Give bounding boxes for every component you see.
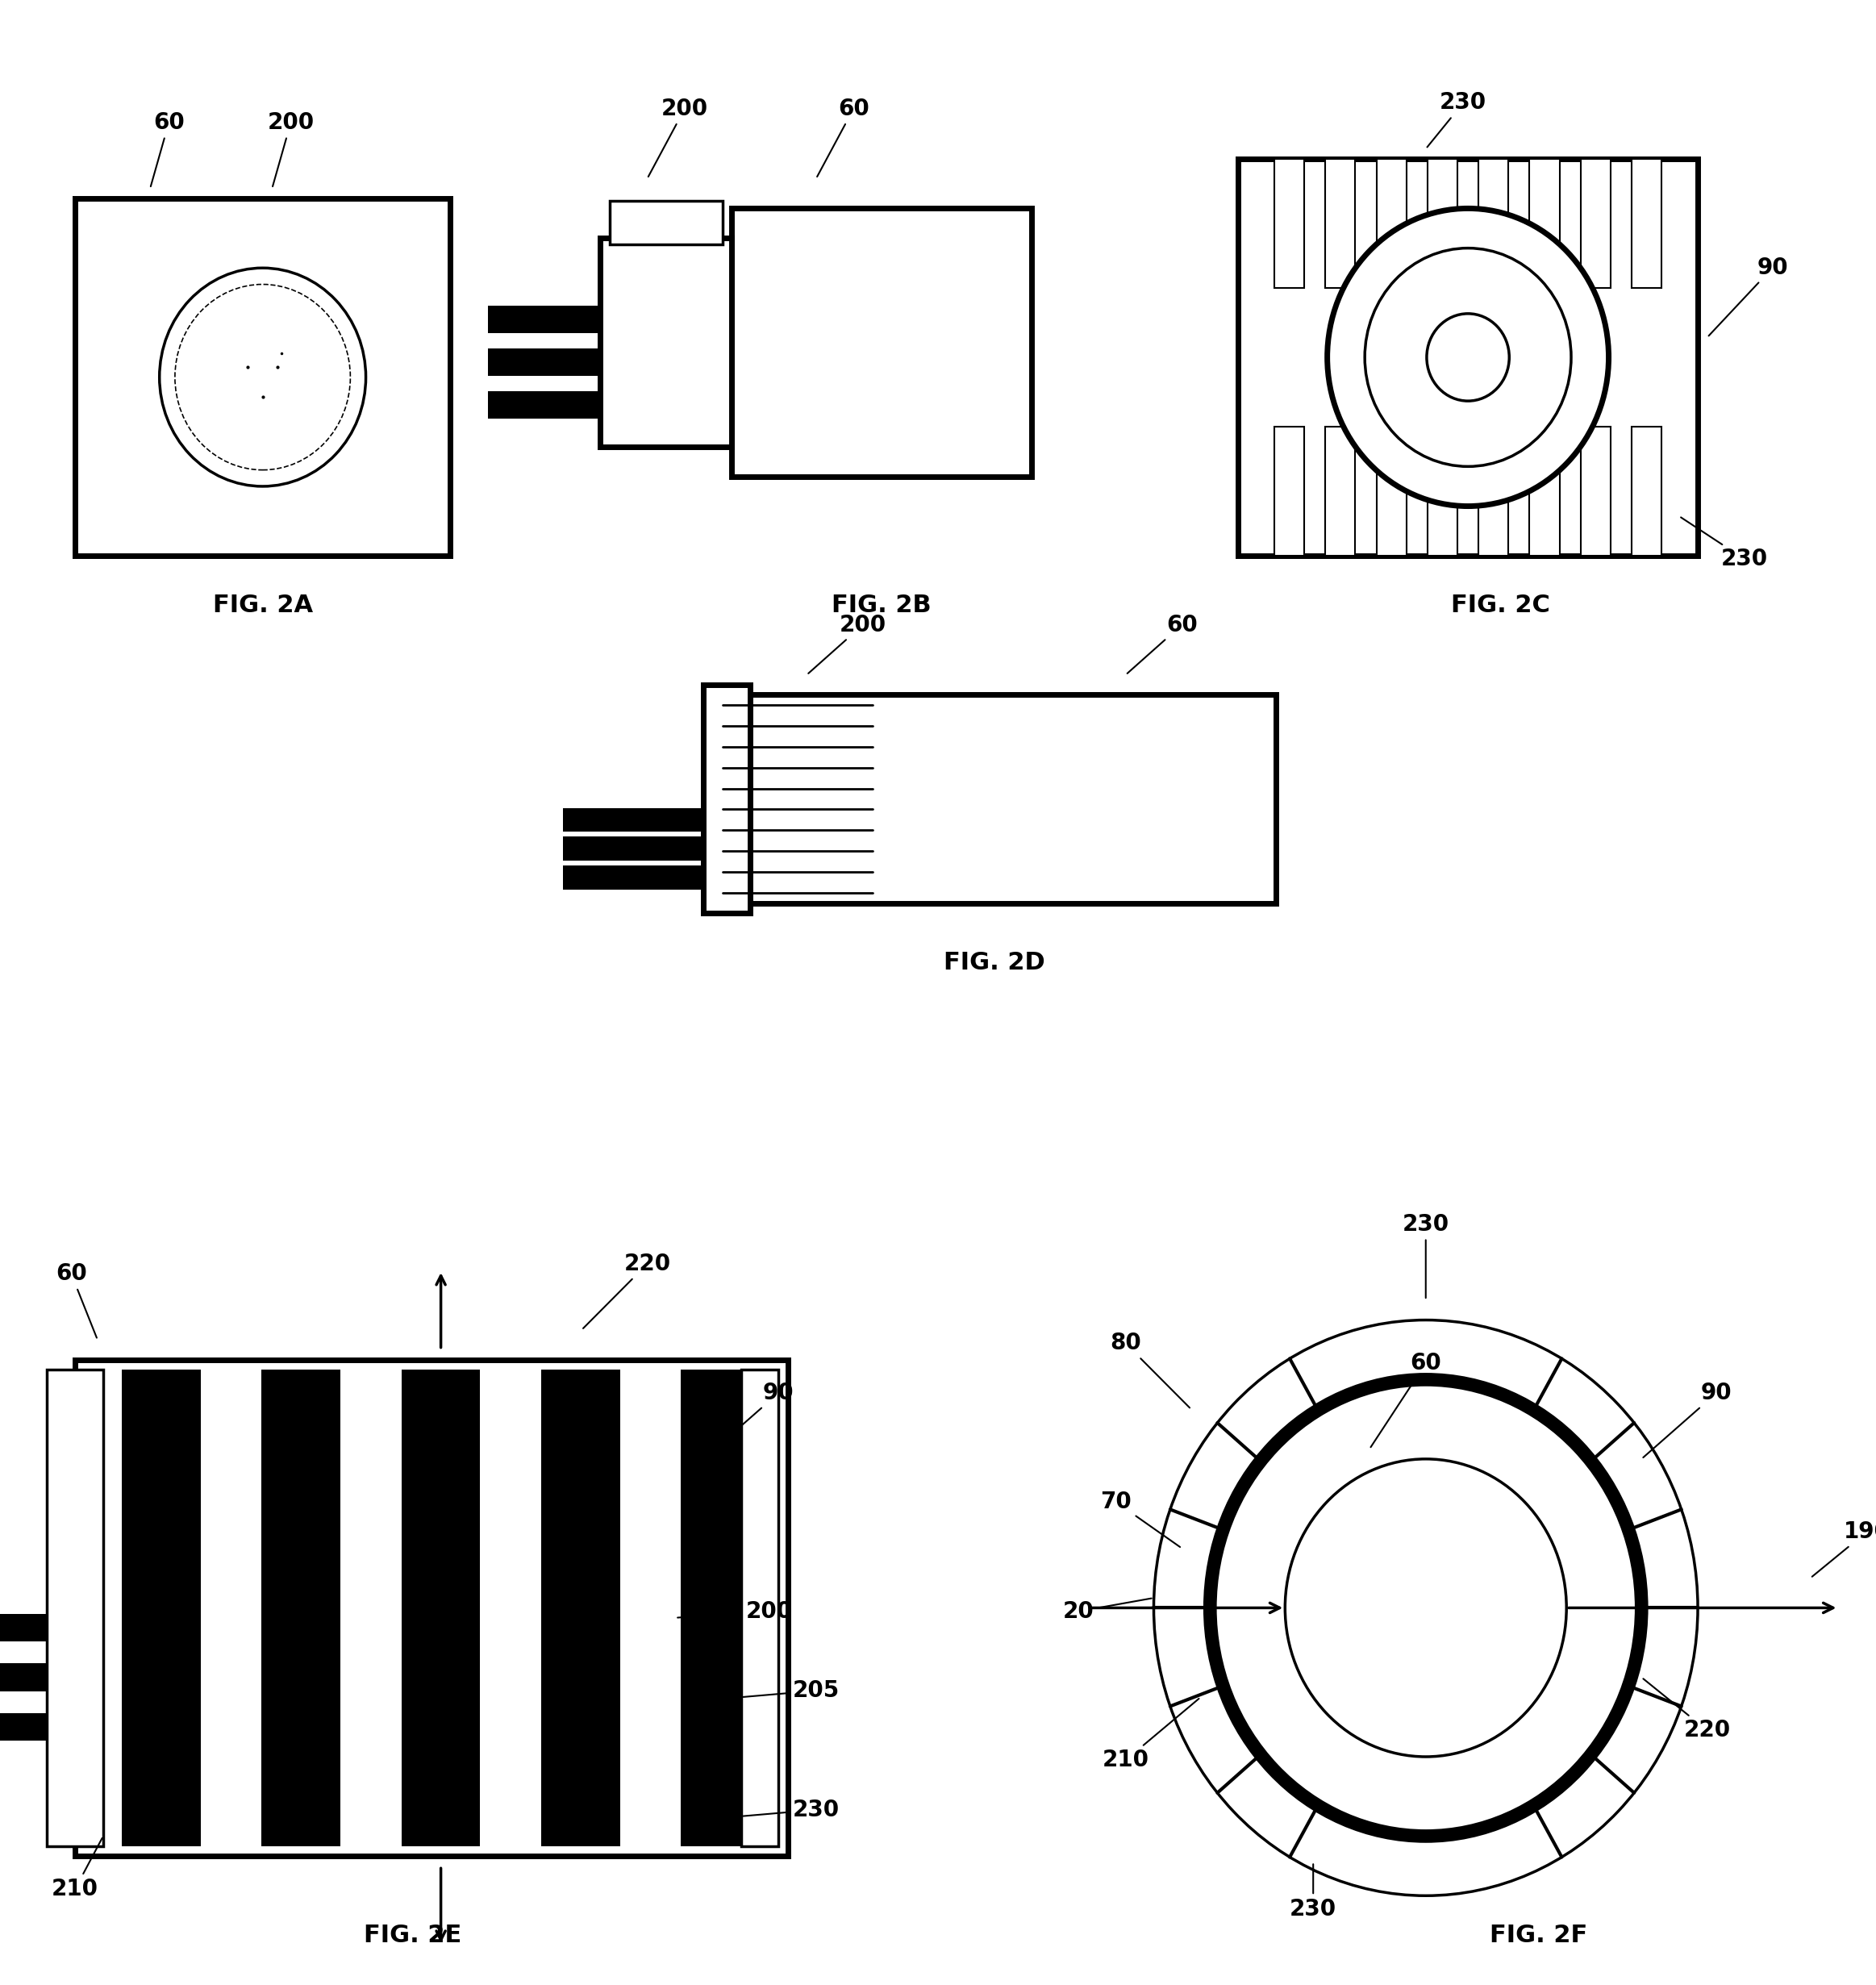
Text: 230: 230 xyxy=(1428,91,1486,147)
Bar xyxy=(122,1370,201,1846)
Text: 60: 60 xyxy=(818,97,869,177)
Bar xyxy=(1324,427,1354,556)
Circle shape xyxy=(1285,1459,1566,1757)
Text: 200: 200 xyxy=(649,97,707,177)
Text: 200: 200 xyxy=(677,1600,792,1622)
Text: 230: 230 xyxy=(1291,1864,1336,1919)
Text: 200: 200 xyxy=(268,111,313,187)
Text: 220: 220 xyxy=(583,1253,670,1328)
Circle shape xyxy=(1154,1320,1698,1896)
Bar xyxy=(488,306,600,333)
Text: 230: 230 xyxy=(743,1798,839,1820)
Text: FIG. 2E: FIG. 2E xyxy=(364,1923,461,1947)
Text: 90: 90 xyxy=(1643,1382,1732,1457)
Bar xyxy=(1529,159,1559,288)
Text: 190: 190 xyxy=(1812,1521,1876,1576)
Text: 90: 90 xyxy=(705,1382,794,1457)
Bar xyxy=(1529,427,1559,556)
Bar xyxy=(681,1370,760,1846)
Bar xyxy=(542,1370,619,1846)
Bar xyxy=(713,695,1276,903)
Bar xyxy=(263,1370,341,1846)
Text: 210: 210 xyxy=(53,1838,101,1900)
Bar xyxy=(1632,159,1662,288)
Text: 70: 70 xyxy=(1101,1491,1180,1546)
Bar xyxy=(1478,159,1508,288)
Bar xyxy=(563,808,704,832)
Text: 80: 80 xyxy=(1111,1332,1189,1407)
Bar xyxy=(1274,427,1304,556)
Text: 230: 230 xyxy=(1681,518,1767,570)
Bar xyxy=(1632,427,1662,556)
Circle shape xyxy=(159,268,366,486)
Bar xyxy=(75,199,450,556)
Bar xyxy=(600,238,732,447)
Bar xyxy=(1274,159,1304,288)
Circle shape xyxy=(1328,208,1610,506)
Text: FIG. 2D: FIG. 2D xyxy=(944,951,1045,975)
Text: 60: 60 xyxy=(56,1262,98,1338)
Text: 210: 210 xyxy=(1103,1699,1199,1771)
Bar xyxy=(0,1713,47,1741)
Bar xyxy=(1478,427,1508,556)
Circle shape xyxy=(1210,1380,1642,1836)
Text: 200: 200 xyxy=(809,613,885,673)
Bar xyxy=(563,865,704,889)
Circle shape xyxy=(174,284,351,470)
Bar xyxy=(1581,427,1611,556)
Bar xyxy=(1238,159,1698,556)
Text: 60: 60 xyxy=(1127,613,1197,673)
Text: 60: 60 xyxy=(1371,1352,1441,1447)
Circle shape xyxy=(1428,314,1508,401)
Text: 90: 90 xyxy=(1709,256,1788,335)
Bar xyxy=(704,685,750,913)
Bar xyxy=(1324,159,1354,288)
Bar xyxy=(75,1360,788,1856)
Circle shape xyxy=(1366,248,1572,466)
Bar xyxy=(1581,159,1611,288)
Bar xyxy=(1428,427,1458,556)
Text: 205: 205 xyxy=(743,1679,840,1701)
Text: FIG. 2A: FIG. 2A xyxy=(212,594,313,617)
Bar xyxy=(1377,427,1407,556)
Text: 20: 20 xyxy=(1064,1598,1152,1622)
Bar xyxy=(563,838,704,861)
Text: FIG. 2B: FIG. 2B xyxy=(831,594,932,617)
Bar xyxy=(47,1370,103,1846)
Bar xyxy=(488,391,600,419)
Text: FIG. 2C: FIG. 2C xyxy=(1452,594,1550,617)
Text: FIG. 2F: FIG. 2F xyxy=(1490,1923,1587,1947)
Text: 220: 220 xyxy=(1643,1679,1730,1741)
Text: 230: 230 xyxy=(1403,1213,1448,1298)
Bar xyxy=(401,1370,480,1846)
Bar xyxy=(0,1663,47,1691)
Bar xyxy=(1377,159,1407,288)
Bar xyxy=(610,200,722,244)
Bar xyxy=(488,349,600,377)
Bar xyxy=(741,1370,779,1846)
Bar xyxy=(732,208,1032,476)
Bar xyxy=(1428,159,1458,288)
Bar xyxy=(0,1614,47,1642)
Text: 60: 60 xyxy=(150,111,184,187)
